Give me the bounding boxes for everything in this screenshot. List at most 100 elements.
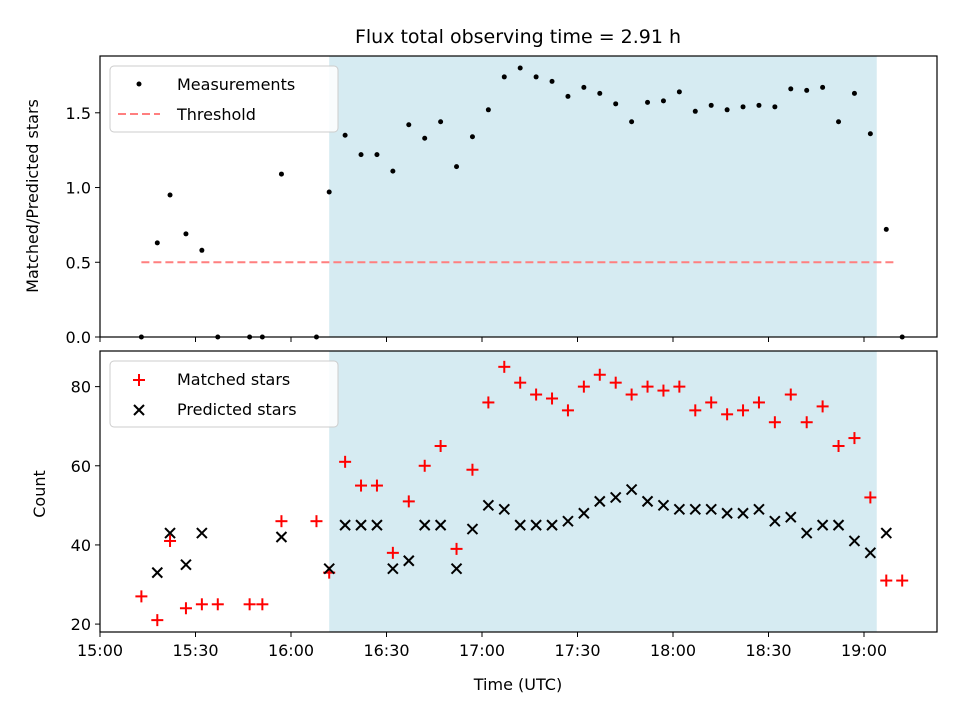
- matched-star-point: [561, 404, 574, 417]
- predicted-star-stroke-b: [769, 515, 781, 527]
- predicted-star-stroke-b: [151, 566, 164, 579]
- measurement-point: [278, 171, 284, 177]
- matched-star-point: [498, 360, 511, 373]
- measurement-point: [692, 108, 698, 114]
- measurement-point: [724, 107, 730, 113]
- measurement-point: [549, 78, 555, 84]
- predicted-star-stroke-b: [466, 523, 479, 535]
- matched-star-point: [418, 459, 431, 472]
- predicted-star-point: [641, 495, 654, 508]
- matched-star-point: [689, 404, 702, 417]
- predicted-star-stroke-b: [864, 547, 877, 559]
- matched-star-point: [450, 542, 463, 555]
- bottom-axes-frame: [99, 350, 938, 633]
- measurement-point: [613, 101, 619, 107]
- matched-star-point: [609, 376, 622, 389]
- matched-star-point: [705, 396, 718, 409]
- measurement-point: [517, 65, 523, 71]
- predicted-star-point: [800, 527, 813, 539]
- bottom-x-label: 18:30: [745, 641, 791, 660]
- top-legend: Measurements Threshold: [109, 65, 339, 133]
- matched-star-point: [577, 380, 590, 393]
- predicted-star-point: [594, 495, 606, 508]
- measurement-point: [756, 102, 762, 108]
- bottom-legend: Matched stars Predicted stars: [109, 360, 339, 428]
- predicted-star-stroke-b: [498, 503, 510, 516]
- measurement-point: [358, 152, 364, 158]
- measurement-point: [581, 84, 587, 90]
- matched-star-point: [339, 455, 352, 468]
- matched-star-point: [657, 384, 670, 397]
- predicted-star-stroke-b: [848, 535, 861, 547]
- matched-star-point: [355, 479, 368, 492]
- predicted-star-stroke-b: [609, 491, 622, 504]
- matched-star-point: [164, 534, 177, 547]
- predicted-star-stroke-b: [387, 562, 399, 575]
- predicted-star-point: [403, 555, 415, 567]
- measurement-point: [788, 86, 794, 92]
- measurement-point: [629, 119, 635, 125]
- predicted-star-point: [689, 503, 701, 516]
- predicted-star-point: [196, 527, 208, 539]
- predicted-star-point: [785, 511, 797, 523]
- predicted-star-stroke-b: [737, 507, 749, 519]
- predicted-star-point: [609, 491, 622, 504]
- bottom-x-label: 16:00: [268, 641, 314, 660]
- predicted-star-stroke-b: [371, 519, 383, 531]
- predicted-star-point: [753, 503, 765, 516]
- bottom-x-label: 17:00: [459, 641, 505, 660]
- matched-star-point: [211, 598, 224, 611]
- predicted-star-stroke-b: [562, 515, 574, 527]
- measurement-point: [676, 89, 682, 95]
- matched-star-point: [768, 416, 781, 429]
- matched-star-point: [482, 396, 495, 409]
- predicted-star-stroke-b: [514, 519, 526, 531]
- matched-star-point: [402, 495, 415, 508]
- measurement-point: [326, 189, 332, 195]
- predicted-star-point: [466, 523, 479, 535]
- measurement-point: [454, 164, 460, 170]
- matched-star-point: [256, 598, 269, 611]
- matched-star-point: [179, 602, 192, 615]
- measurement-point: [469, 134, 475, 140]
- top-y-axis-label: Matched/Predicted stars: [23, 99, 42, 293]
- bottom-y-label: 40: [71, 536, 91, 555]
- predicted-star-point: [164, 527, 176, 539]
- measurement-point: [154, 240, 160, 246]
- measurement-point: [390, 168, 396, 174]
- legend-matched-label: Matched stars: [177, 370, 290, 389]
- measurement-point: [836, 119, 842, 125]
- bottom-y-axis-label: Count: [30, 470, 49, 518]
- matched-star-point: [737, 404, 750, 417]
- measurement-point: [485, 107, 491, 113]
- matched-star-point: [310, 515, 323, 528]
- predicted-star-stroke-b: [753, 503, 765, 516]
- predicted-star-stroke-b: [164, 527, 176, 539]
- legend-measurements-label: Measurements: [177, 75, 295, 94]
- predicted-star-stroke-b: [657, 499, 670, 512]
- matched-star-point: [800, 416, 813, 429]
- predicted-star-stroke-b: [196, 527, 208, 539]
- predicted-star-point: [514, 519, 526, 531]
- predicted-star-point: [434, 519, 447, 531]
- predicted-star-stroke-b: [355, 519, 367, 531]
- predicted-star-stroke-b: [673, 503, 686, 516]
- matched-star-point: [721, 408, 734, 421]
- predicted-star-stroke-b: [641, 495, 654, 508]
- predicted-star-point: [339, 519, 351, 531]
- measurement-point: [740, 104, 746, 110]
- predicted-star-point: [355, 519, 367, 531]
- predicted-star-point: [482, 499, 495, 512]
- predicted-star-point: [657, 499, 670, 512]
- measurement-point: [708, 102, 714, 108]
- matched-star-point: [434, 439, 447, 452]
- predicted-star-stroke-b: [832, 519, 845, 531]
- predicted-star-stroke-b: [339, 519, 351, 531]
- matched-star-point: [864, 491, 877, 504]
- top-y-label: 1.5: [66, 104, 91, 123]
- matched-star-point: [816, 400, 829, 413]
- matched-star-point: [641, 380, 654, 393]
- predicted-star-point: [769, 515, 781, 527]
- matched-star-point: [386, 546, 399, 559]
